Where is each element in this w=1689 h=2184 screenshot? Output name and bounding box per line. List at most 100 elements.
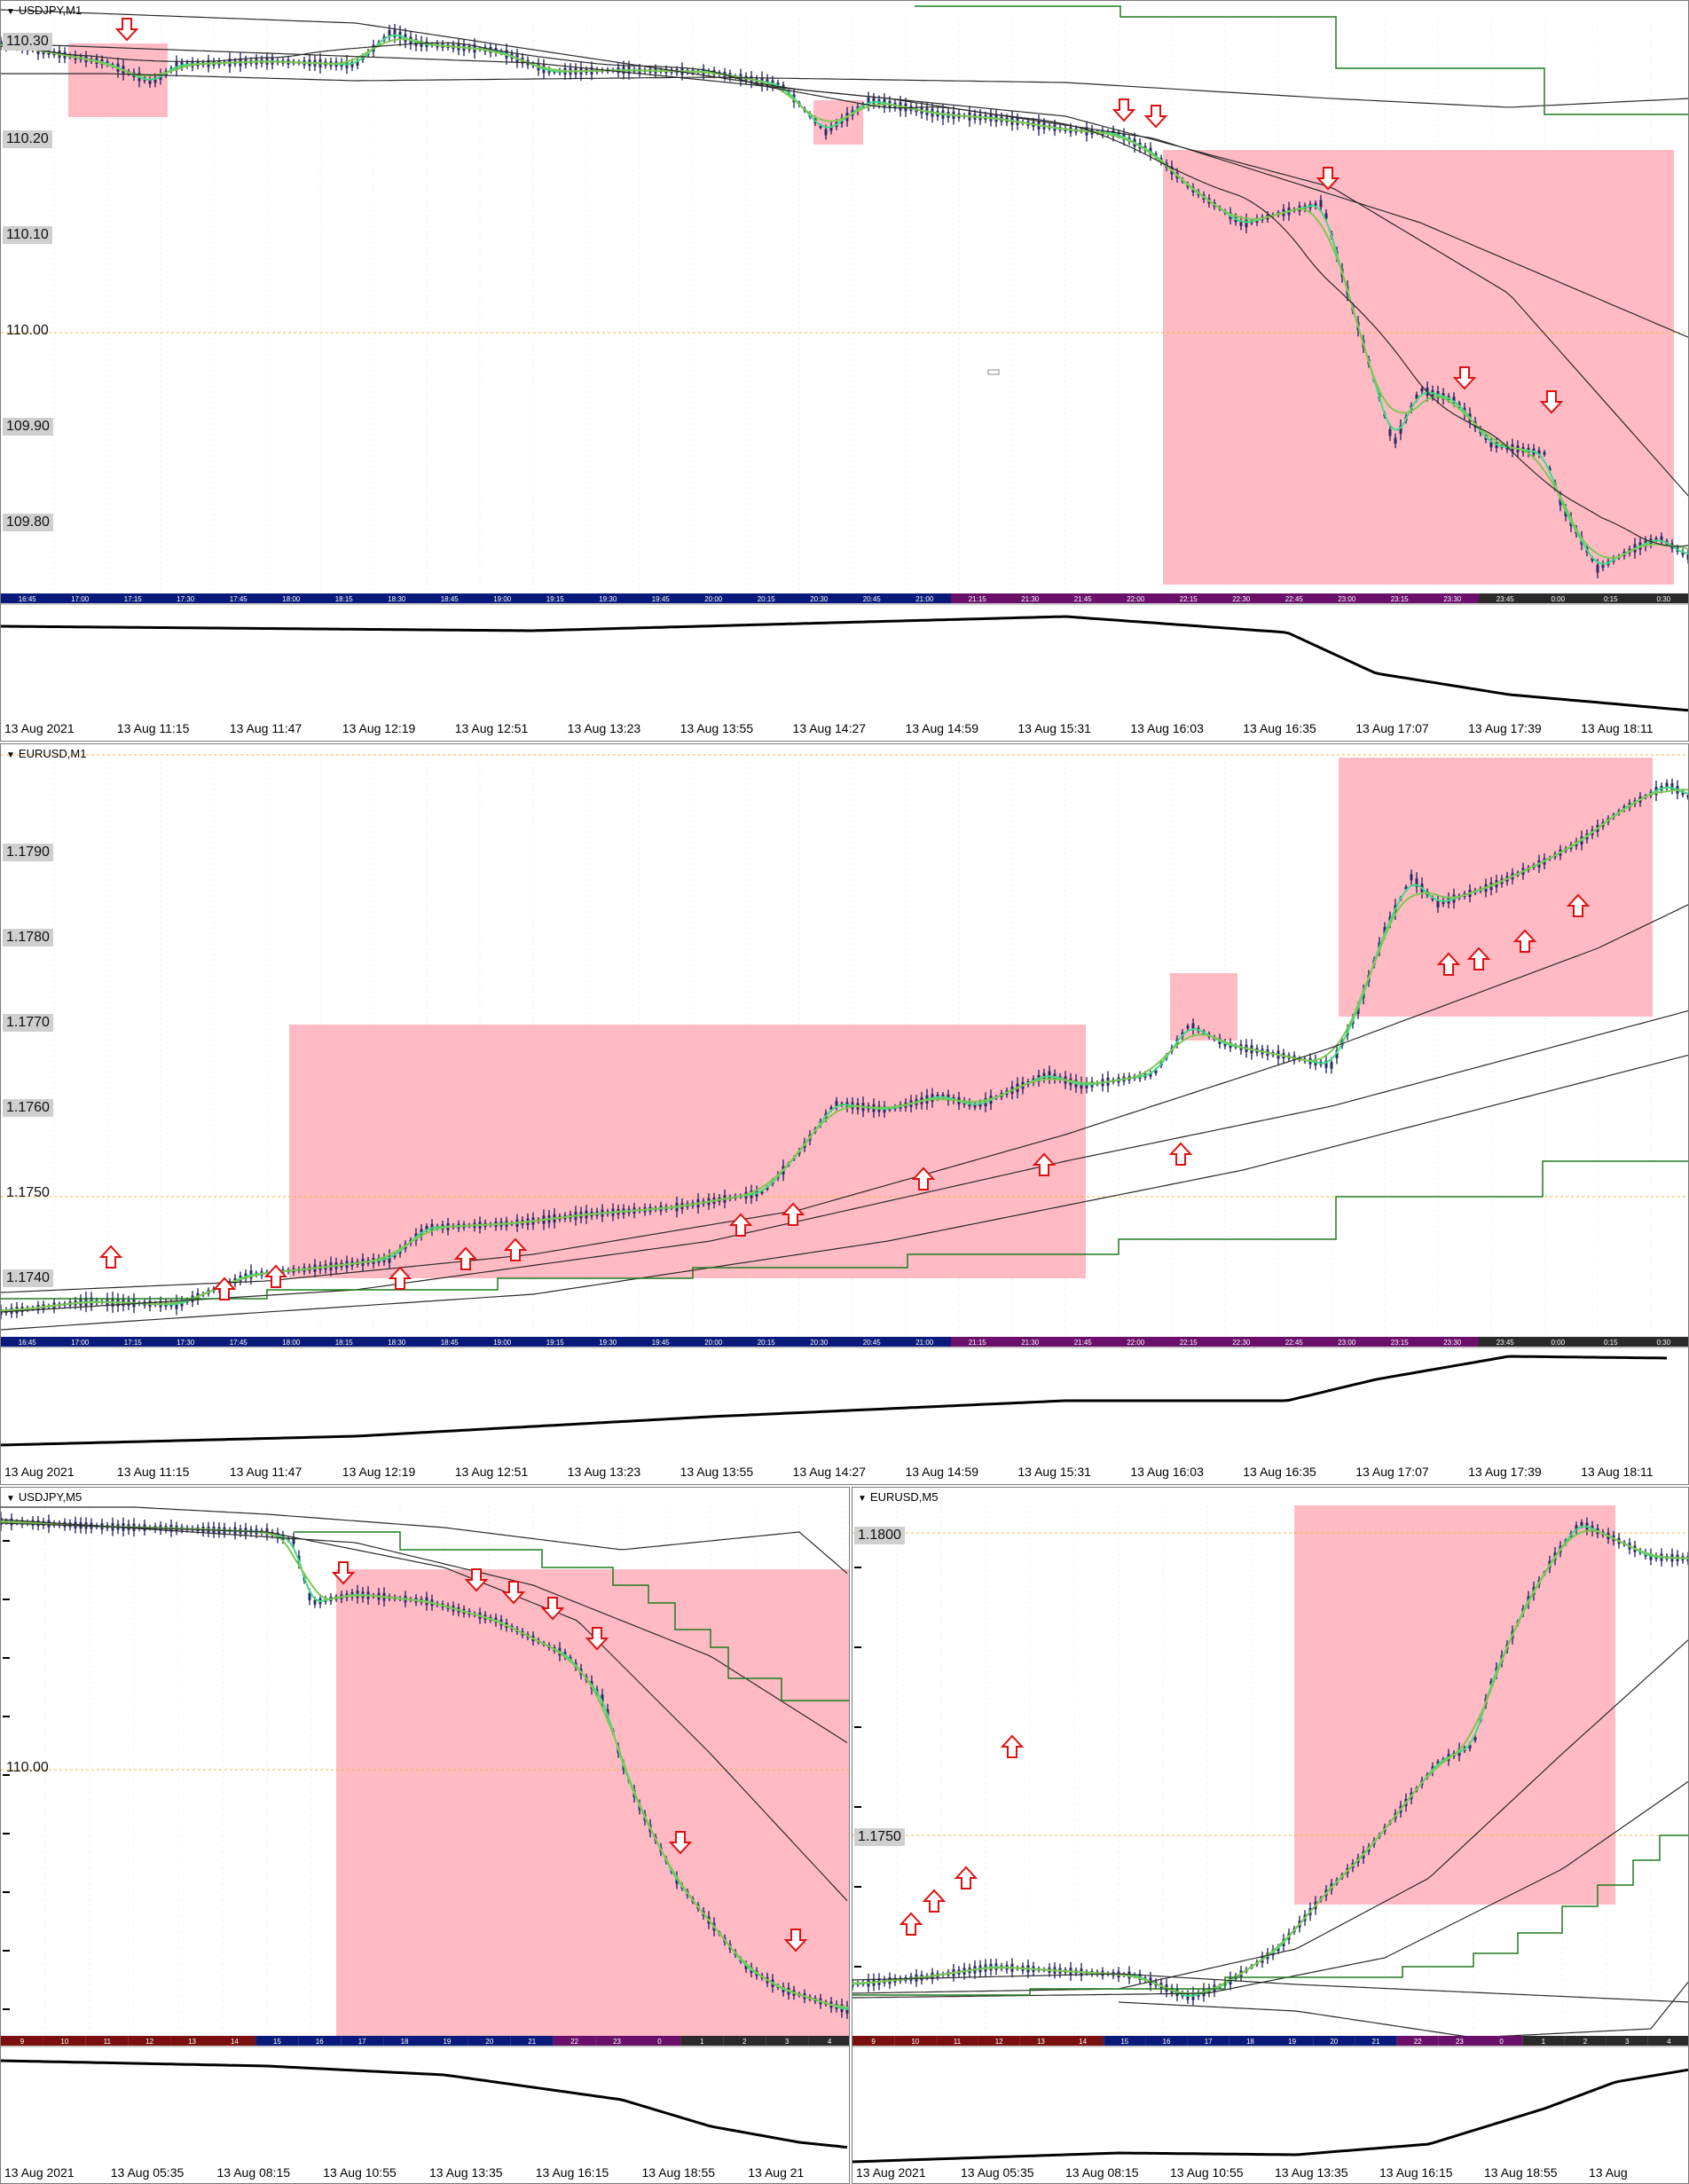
session-time-label: 17:00	[71, 1339, 90, 1347]
session-strip	[1162, 1337, 1215, 1347]
sell-arrow-icon	[1143, 105, 1168, 129]
session-strip	[845, 593, 899, 603]
candle-body	[941, 1094, 945, 1098]
session-time-label: 21:45	[1074, 1339, 1093, 1347]
session-time-label: 16	[1163, 2038, 1171, 2046]
candle-body	[1388, 428, 1392, 436]
buy-arrow-icon	[1032, 1152, 1057, 1176]
session-strip	[1637, 593, 1688, 603]
candle-body	[287, 1537, 290, 1541]
session-strip	[1268, 1337, 1321, 1347]
usdjpy-m5-plot[interactable]: 9 10 11 12 13 14 15 16 17 18 19 20 21 22 23 0 1 2 3 4	[1, 1488, 850, 2184]
candle-body	[175, 61, 178, 71]
session-time-label: 21:15	[969, 595, 987, 603]
session-strip	[1522, 2036, 1565, 2046]
session-time-label: 23	[1456, 2038, 1464, 2046]
candle-body	[1591, 557, 1594, 562]
eurusd-m5-plot[interactable]: 9 10 11 12 13 14 15 16 17 18 19 20 21 22 23 0 1 2 3 4	[852, 1488, 1689, 2184]
session-strip	[1109, 1337, 1162, 1347]
session-time-label: 23	[613, 2038, 621, 2046]
session-strip	[1355, 2036, 1397, 2046]
session-time-label: 17:00	[71, 595, 90, 603]
session-strip	[85, 2036, 129, 2046]
eurusd-m1-chart-pane[interactable]: ▼ EURUSD,M1 16:45 17:00 17:15 17:30 17:45 18:0…	[0, 743, 1689, 1485]
session-strip	[687, 593, 740, 603]
session-time-label: 21:45	[1074, 595, 1093, 603]
time-axis-label: 13 Aug 14:27	[792, 721, 867, 735]
buy-arrow-icon	[453, 1246, 478, 1270]
session-strip	[553, 2036, 596, 2046]
time-axis-label: 13 Aug 21	[748, 2165, 805, 2180]
session-time-label: 20:45	[863, 1339, 882, 1347]
session-strip	[581, 1337, 634, 1347]
candle-body	[1154, 1070, 1158, 1073]
session-strip	[1187, 2036, 1229, 2046]
time-axis-label: 13 Aug 10:55	[323, 2165, 397, 2180]
usdjpy-m1-time-axis: 13 Aug 2021 13 Aug 11:15 13 Aug 11:47 13 Au…	[1, 721, 1688, 739]
price-label: 110.20	[3, 130, 52, 148]
usdjpy-m1-chart-pane[interactable]: ▼ USDJPY,M1 16:45 17:00 17:15 17:30 17:45 18:0…	[0, 0, 1689, 742]
session-time-label: 0:15	[1604, 1339, 1618, 1347]
time-axis-label: 13 Aug 15:31	[1017, 721, 1091, 735]
session-strip	[298, 2036, 342, 2046]
candle-body	[388, 29, 391, 37]
session-time-label: 18	[1246, 2038, 1254, 2046]
highlight-zone	[336, 1569, 849, 2038]
session-time-label: 20:15	[758, 595, 776, 603]
eurusd-m1-plot[interactable]: 16:45 17:00 17:15 17:30 17:45 18:00 18:15 18:30…	[1, 744, 1689, 1485]
price-label: 110.10	[3, 226, 52, 244]
session-time-label: 4	[828, 2038, 832, 2046]
candle-body	[1149, 1072, 1152, 1077]
session-strip	[212, 593, 265, 603]
session-time-label: 22	[1414, 2038, 1422, 2046]
candle-body	[1356, 1007, 1360, 1014]
session-strip	[1647, 2036, 1688, 2046]
session-strip	[370, 593, 423, 603]
session-strip	[1481, 2036, 1523, 2046]
session-strip	[1057, 593, 1110, 603]
stair-line	[294, 1531, 849, 1701]
candle-body	[1473, 1737, 1477, 1740]
ema-slow-line	[1, 38, 1688, 559]
indicator-line	[1, 1355, 1668, 1447]
candle-body	[824, 129, 828, 136]
time-axis-label: 13 Aug 11:47	[229, 1465, 302, 1479]
session-time-label: 20:15	[758, 1339, 776, 1347]
session-time-label: 23:00	[1338, 1339, 1356, 1347]
collapse-triangle-icon[interactable]: ▼	[6, 750, 15, 760]
candle-body	[1314, 202, 1317, 207]
buy-arrow-icon	[911, 1167, 936, 1190]
buy-arrow-icon	[728, 1213, 753, 1237]
session-time-label: 23:15	[1391, 1339, 1410, 1347]
collapse-triangle-icon[interactable]: ▼	[6, 7, 15, 17]
candle-body	[872, 98, 876, 105]
session-time-label: 23:30	[1443, 595, 1462, 603]
eurusd-m5-chart-pane[interactable]: ▼ EURUSD,M5 9 10 11 12 13 14 15 16 17 18 19 20 21 22 23…	[852, 1487, 1689, 2184]
buy-arrow-icon	[263, 1264, 288, 1288]
moving-average-line	[1, 9, 1688, 497]
session-time-label: 19	[1288, 2038, 1296, 2046]
session-time-label: 20	[485, 2038, 493, 2046]
collapse-triangle-icon[interactable]: ▼	[6, 1494, 15, 1504]
session-time-label: 23:30	[1443, 1339, 1462, 1347]
collapse-triangle-icon[interactable]: ▼	[858, 1494, 867, 1504]
time-axis-label: 13 Aug 16:35	[1243, 1465, 1316, 1479]
candle-body	[1681, 791, 1685, 795]
sell-arrow-icon	[464, 1568, 489, 1592]
session-time-label: 10	[911, 2038, 919, 2046]
session-time-label: 21:15	[969, 1339, 987, 1347]
time-axis-label: 13 Aug 11:47	[229, 721, 302, 735]
session-strip	[1426, 593, 1479, 603]
session-time-label: 17:30	[177, 595, 195, 603]
price-label: 1.1790	[3, 844, 53, 861]
session-strip	[529, 593, 582, 603]
candle-body	[1324, 1060, 1328, 1068]
price-label: 109.90	[3, 418, 53, 436]
session-strip	[852, 2036, 895, 2046]
usdjpy-m1-title: ▼ USDJPY,M1	[6, 4, 82, 17]
usdjpy-m5-chart-pane[interactable]: ▼ USDJPY,M5 9 10 11 12 13 14 15 16 17 18 19 20 21 22 23…	[0, 1487, 850, 2184]
session-strip	[170, 2036, 214, 2046]
session-time-label: 2	[1583, 2038, 1588, 2046]
time-axis-label: 13 Aug 14:59	[905, 721, 978, 735]
usdjpy-m1-plot[interactable]: 16:45 17:00 17:15 17:30 17:45 18:00 18:15 18:30…	[1, 1, 1689, 742]
